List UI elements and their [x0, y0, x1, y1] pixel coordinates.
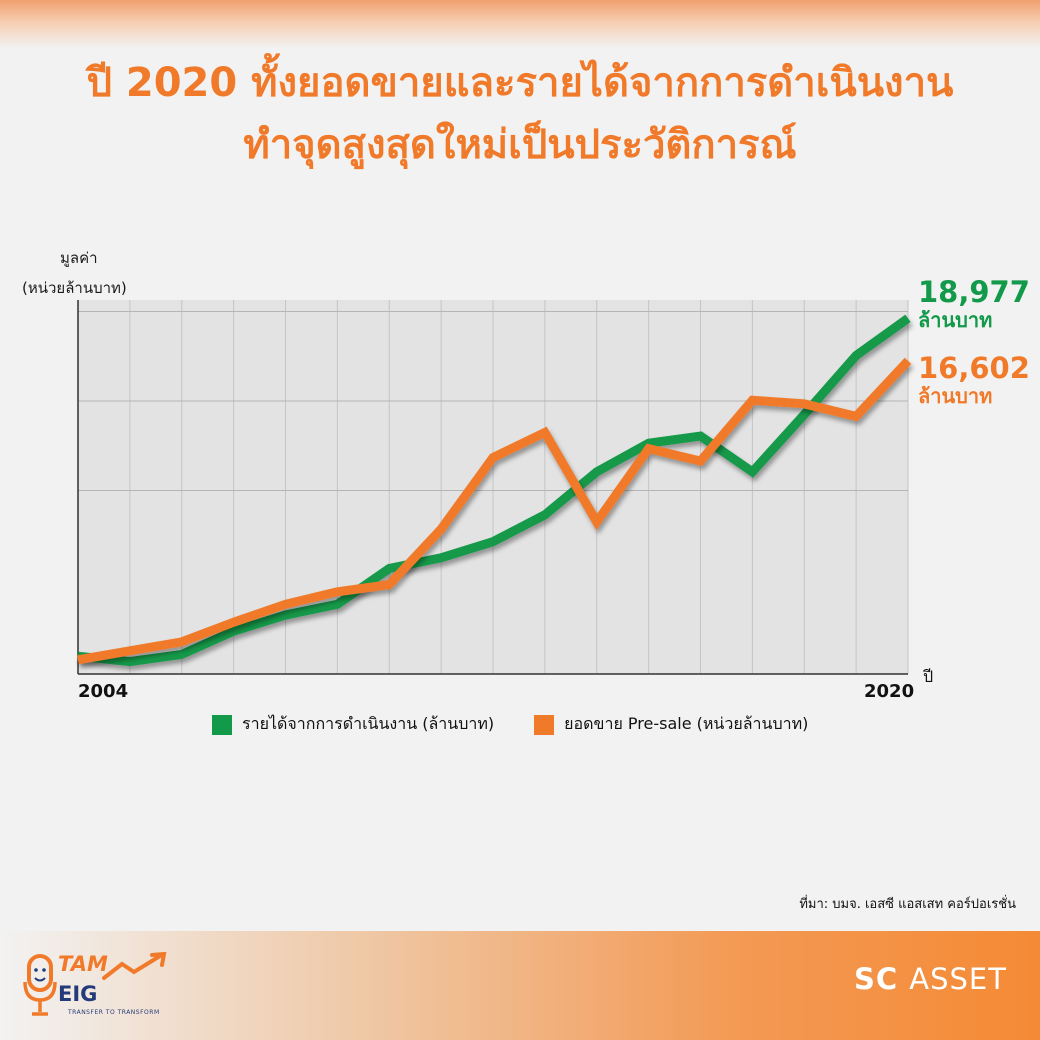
revenue-callout-value: 18,977 — [918, 275, 1030, 309]
top-gradient-band — [0, 0, 1040, 48]
legend-label-presale: ยอดขาย Pre-sale (หน่วยล้านบาท) — [564, 714, 809, 733]
legend-swatch-presale — [534, 714, 555, 735]
y-axis-label-line-2: (หน่วยล้านบาท) — [22, 279, 127, 297]
tam-eig-logo: TAM EIG TRANSFER TO TRANSFORM — [22, 952, 172, 1022]
line-chart: 2004 2020 ปี — [77, 300, 934, 702]
trend-arrow-icon — [102, 952, 167, 980]
vertical-gridlines — [77, 300, 909, 674]
title-line-2: ทำจุดสูงสุดใหม่เป็นประวัติการณ์ — [243, 122, 797, 168]
bottom-gradient-band — [0, 931, 1040, 1040]
logo-asset-text: ASSET — [909, 962, 1007, 996]
logo-tagline: TRANSFER TO TRANSFORM — [68, 1009, 160, 1016]
legend-item-presale: ยอดขาย Pre-sale (หน่วยล้านบาท) — [534, 712, 808, 737]
presale-callout-value: 16,602 — [918, 351, 1030, 385]
series-layer — [77, 314, 912, 667]
title-line-1: ปี 2020 ทั้งยอดขายและรายได้จากการดำเนินง… — [86, 60, 954, 106]
x-tick-label-end: 2020 — [864, 681, 914, 702]
presale-callout: 16,602 ล้านบาท — [918, 352, 1030, 408]
revenue-callout: 18,977 ล้านบาท — [918, 276, 1030, 332]
sc-asset-logo: SC ASSET — [854, 962, 1007, 996]
x-axis-unit-label: ปี — [923, 667, 934, 686]
chart-legend: รายได้จากการดำเนินงาน (ล้านบาท) ยอดขาย P… — [212, 712, 808, 737]
presale-callout-unit: ล้านบาท — [918, 384, 993, 408]
legend-item-revenue: รายได้จากการดำเนินงาน (ล้านบาท) — [212, 712, 494, 737]
microphone-icon — [23, 954, 57, 1016]
legend-swatch-revenue — [212, 714, 232, 735]
logo-tam-text: TAM — [58, 952, 108, 976]
logo-sc-text: SC — [854, 962, 899, 996]
revenue-callout-unit: ล้านบาท — [918, 308, 993, 332]
source-note: ที่มา: บมจ. เอสซี แอสเสท คอร์ปอเรชั่น — [799, 897, 1016, 912]
logo-eig-text: EIG — [58, 982, 98, 1006]
x-tick-label-start: 2004 — [78, 681, 128, 702]
legend-label-revenue: รายได้จากการดำเนินงาน (ล้านบาท) — [242, 714, 495, 733]
page-title: ปี 2020 ทั้งยอดขายและรายได้จากการดำเนินง… — [0, 52, 1040, 176]
y-axis-label: มูลค่า (หน่วยล้านบาท) — [22, 243, 127, 303]
y-axis-label-line-1: มูลค่า — [60, 249, 98, 267]
